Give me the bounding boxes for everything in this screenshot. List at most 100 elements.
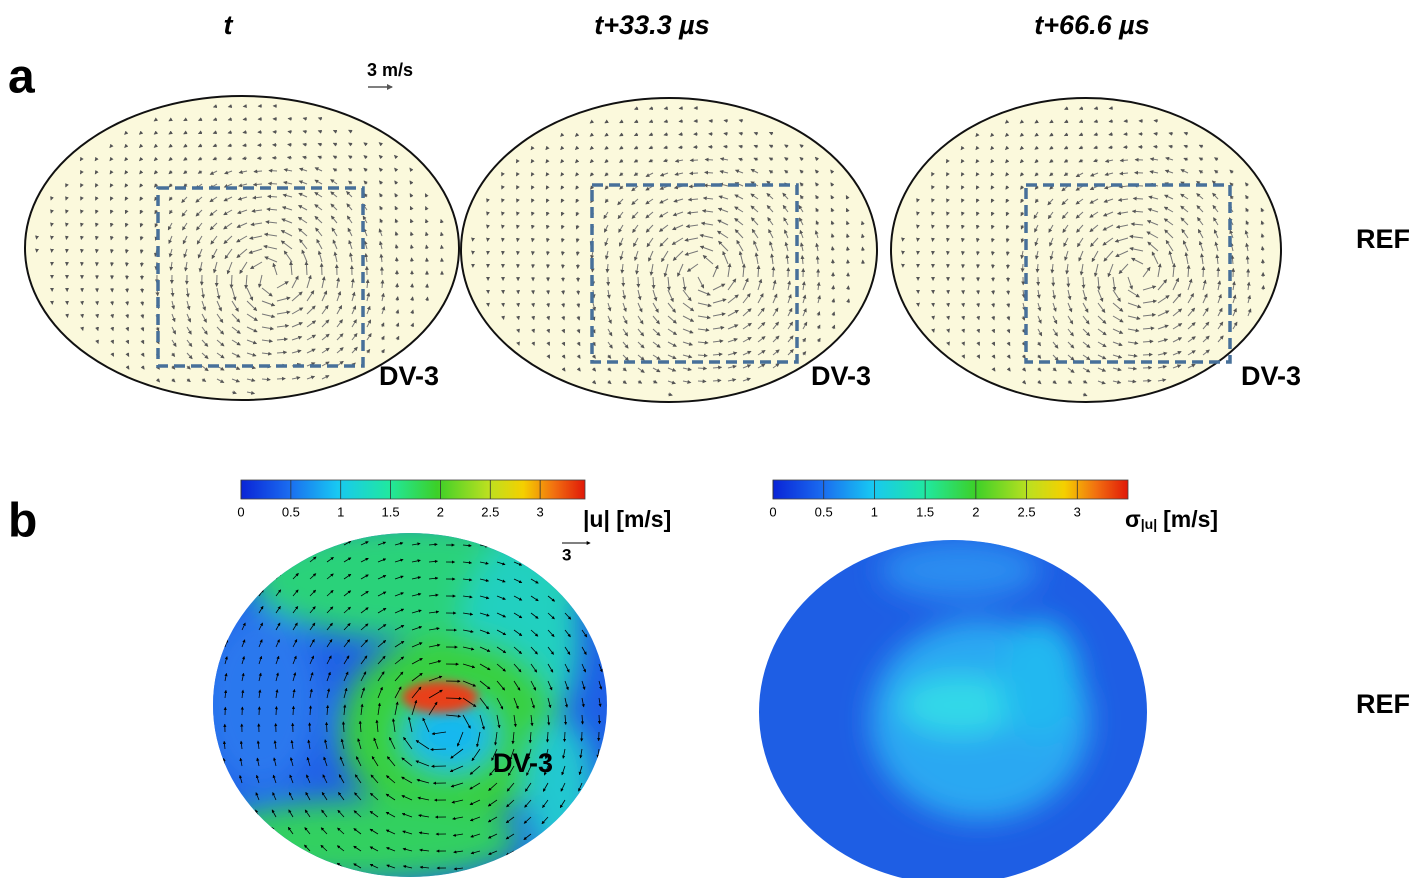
- vector: [306, 290, 315, 302]
- vector: [65, 222, 69, 227]
- vector: [727, 294, 739, 304]
- vector: [727, 324, 739, 330]
- vector: [622, 379, 627, 384]
- vector: [727, 378, 737, 382]
- vector: [221, 792, 226, 801]
- vector: [201, 339, 209, 347]
- vector: [648, 158, 654, 163]
- vector: [298, 167, 308, 172]
- vector: [276, 376, 286, 381]
- vector: [336, 291, 342, 302]
- vector: [306, 334, 317, 341]
- vector: [252, 195, 263, 200]
- vector: [95, 326, 99, 332]
- vector: [275, 556, 282, 563]
- vector: [700, 221, 714, 226]
- vector: [652, 354, 661, 360]
- vector: [276, 350, 288, 355]
- vector: [125, 313, 130, 319]
- vector: [363, 240, 368, 250]
- vector: [261, 351, 273, 356]
- vector: [799, 169, 804, 174]
- vector: [738, 131, 744, 136]
- vector: [632, 224, 639, 233]
- vector: [742, 364, 752, 369]
- vector: [50, 222, 54, 227]
- vector: [95, 196, 99, 201]
- vector: [168, 196, 173, 201]
- vector: [79, 248, 84, 254]
- vector: [224, 605, 229, 614]
- vector: [631, 198, 639, 205]
- vector: [317, 142, 323, 147]
- vector: [516, 237, 520, 243]
- vector: [560, 185, 565, 190]
- vector: [558, 867, 566, 874]
- vector: [645, 211, 654, 219]
- vector: [394, 154, 399, 160]
- vector: [79, 169, 84, 175]
- vector: [505, 867, 515, 873]
- vector: [182, 222, 188, 231]
- vector: [667, 341, 677, 347]
- vector: [336, 347, 344, 354]
- vector: [531, 211, 535, 217]
- vector: [678, 145, 684, 150]
- vector: [782, 192, 789, 200]
- colorbar-tick-label: 0.5: [282, 504, 300, 519]
- vector: [635, 263, 640, 275]
- vector: [139, 183, 144, 188]
- vector: [186, 365, 191, 370]
- vector: [140, 365, 145, 370]
- vector: [589, 119, 595, 124]
- vector: [379, 218, 384, 224]
- colorbar-tick-label: 3: [1074, 504, 1081, 519]
- vector: [530, 145, 535, 151]
- vector: [718, 240, 729, 252]
- vector: [186, 352, 193, 360]
- vector: [712, 264, 719, 278]
- vector: [591, 367, 597, 372]
- vector: [363, 155, 368, 160]
- vector: [516, 302, 521, 308]
- vector: [276, 310, 291, 315]
- vector: [633, 171, 639, 176]
- vector: [682, 328, 694, 334]
- vector: [501, 185, 505, 190]
- vector: [757, 349, 766, 356]
- vector: [281, 218, 293, 224]
- colorbar-tick-label: 3: [537, 504, 544, 519]
- vector: [633, 132, 639, 137]
- vector: [975, 250, 980, 256]
- vector: [734, 229, 744, 239]
- vector: [785, 254, 790, 265]
- vector: [561, 302, 566, 308]
- vector: [488, 867, 498, 872]
- vector: [717, 207, 729, 213]
- vector: [348, 168, 353, 173]
- vector: [712, 298, 727, 304]
- field-circle: [890, 97, 1282, 403]
- vector: [750, 193, 759, 200]
- vector: [697, 340, 709, 345]
- vector: [645, 172, 654, 178]
- vector: [636, 276, 641, 288]
- vector: [139, 248, 144, 254]
- vector: [394, 180, 399, 185]
- vector: [306, 320, 317, 328]
- vector: [321, 333, 330, 341]
- vector: [332, 129, 338, 134]
- vector: [619, 158, 624, 163]
- vector: [697, 302, 712, 308]
- vector: [216, 313, 224, 324]
- vector: [575, 237, 580, 243]
- vector: [201, 377, 207, 382]
- vector: [362, 215, 368, 224]
- vector: [667, 315, 677, 324]
- vector: [772, 293, 778, 304]
- vector: [125, 339, 130, 345]
- vector: [321, 319, 330, 328]
- vector: [171, 339, 177, 347]
- vector: [618, 237, 624, 247]
- vector: [604, 132, 609, 137]
